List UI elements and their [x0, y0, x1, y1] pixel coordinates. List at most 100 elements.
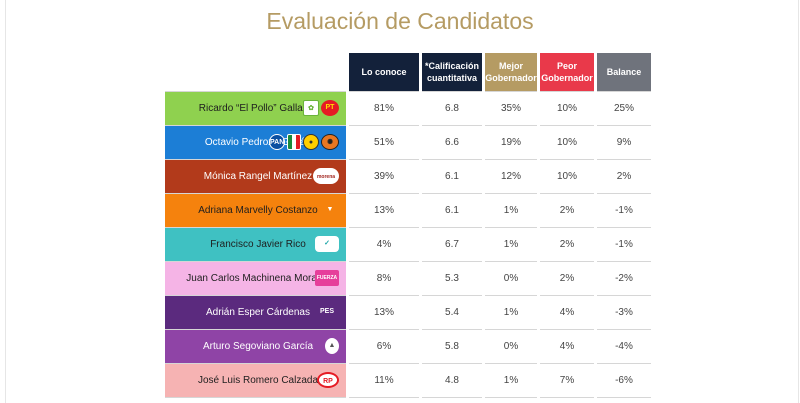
balance-value: 9%	[597, 126, 651, 160]
pri-logo-icon	[287, 134, 301, 150]
candidate-name-cell: Francisco Javier Rico ✓	[165, 228, 346, 262]
calificacion-value: 6.7	[422, 228, 482, 262]
table-row: Ricardo “El Pollo” Gallardo ✿ PT 81% 6.8 35% 1…	[165, 91, 651, 126]
mc-logo-icon: ▼	[326, 206, 334, 213]
candidate-name-cell: Arturo Segoviano García ▲	[165, 330, 346, 364]
mejor-gobernador-value: 1%	[485, 228, 537, 262]
calificacion-value: 5.8	[422, 330, 482, 364]
candidate-name-cell: José Luis Romero Calzada RP	[165, 364, 346, 398]
mejor-gobernador-value: 1%	[485, 194, 537, 228]
party-logos: ✿ PT	[303, 99, 339, 117]
mejor-gobernador-value: 0%	[485, 330, 537, 364]
party-logos: PAN ● ✺	[269, 133, 339, 151]
table-header-row: Lo conoce *Calificación cuantitativa Mej…	[165, 53, 651, 91]
calificacion-value: 6.1	[422, 194, 482, 228]
header-lo-conoce: Lo conoce	[349, 53, 419, 91]
candidates-table: Lo conoce *Calificación cuantitativa Mej…	[162, 53, 654, 398]
balance-value: -2%	[597, 262, 651, 296]
candidate-name: Francisco Javier Rico	[210, 239, 306, 250]
lo-conoce-value: 13%	[349, 194, 419, 228]
peor-gobernador-value: 7%	[540, 364, 594, 398]
table-row: Adriana Marvelly Costanzo ▼ 13% 6.1 1% 2% -1%	[165, 194, 651, 228]
mejor-gobernador-value: 12%	[485, 160, 537, 194]
rsp-logo-icon: RP	[317, 372, 339, 388]
candidate-name-cell: Ricardo “El Pollo” Gallardo ✿ PT	[165, 91, 346, 126]
peor-gobernador-value: 2%	[540, 262, 594, 296]
party-logos: FUERZA	[315, 269, 339, 287]
lo-conoce-value: 39%	[349, 160, 419, 194]
balance-value: 25%	[597, 91, 651, 126]
table-body: Ricardo “El Pollo” Gallardo ✿ PT 81% 6.8 35% 1…	[165, 91, 651, 398]
mejor-gobernador-value: 35%	[485, 91, 537, 126]
lo-conoce-value: 11%	[349, 364, 419, 398]
candidate-name: José Luis Romero Calzada	[197, 375, 319, 386]
peor-gobernador-value: 4%	[540, 330, 594, 364]
candidate-name: Mónica Rangel Martínez	[203, 171, 313, 182]
lo-conoce-value: 13%	[349, 296, 419, 330]
chart-title: Evaluación de Candidatos	[266, 8, 534, 34]
candidate-name: Ricardo “El Pollo” Gallardo	[198, 103, 318, 114]
party-logos: ▼	[321, 201, 339, 219]
green-party-logo-icon: ✿	[303, 100, 319, 116]
balance-value: -6%	[597, 364, 651, 398]
table-row: Octavio Pedroza Gaitán PAN ● ✺ 51% 6.6 19% 10% 9…	[165, 126, 651, 160]
candidate-name: Juan Carlos Machinena Morales	[186, 273, 330, 284]
peor-gobernador-value: 10%	[540, 91, 594, 126]
calificacion-value: 6.1	[422, 160, 482, 194]
party-logos: ✓	[315, 235, 339, 253]
header-empty-cell	[165, 53, 346, 91]
header-peor-gobernador: Peor Gobernador	[540, 53, 594, 91]
peor-gobernador-value: 10%	[540, 160, 594, 194]
balance-value: -1%	[597, 194, 651, 228]
nueva-alianza-logo-icon: ✓	[315, 236, 339, 252]
peor-gobernador-value: 2%	[540, 194, 594, 228]
candidate-name: Arturo Segoviano García	[202, 341, 314, 352]
balance-value: -1%	[597, 228, 651, 262]
lo-conoce-value: 4%	[349, 228, 419, 262]
table-row: Mónica Rangel Martínez morena 39% 6.1 12% 10%…	[165, 160, 651, 194]
calificacion-value: 6.6	[422, 126, 482, 160]
prd-logo-icon: ●	[303, 134, 319, 150]
table-row: Arturo Segoviano García ▲ 6% 5.8 0% 4% -4%	[165, 330, 651, 364]
header-calificacion: *Calificación cuantitativa	[422, 53, 482, 91]
party-logos: PES	[315, 303, 339, 321]
pan-logo-icon: PAN	[269, 134, 285, 150]
local-party-logo-icon: ✺	[321, 134, 339, 150]
table-row: Adrián Esper Cárdenas PES 13% 5.4 1% 4% -3%	[165, 296, 651, 330]
lo-conoce-value: 6%	[349, 330, 419, 364]
mejor-gobernador-value: 1%	[485, 296, 537, 330]
peor-gobernador-value: 10%	[540, 126, 594, 160]
lo-conoce-value: 81%	[349, 91, 419, 126]
header-balance: Balance	[597, 53, 651, 91]
calificacion-value: 5.3	[422, 262, 482, 296]
mejor-gobernador-value: 19%	[485, 126, 537, 160]
table-row: Juan Carlos Machinena Morales FUERZA 8% 5.3…	[165, 262, 651, 296]
candidate-name-cell: Juan Carlos Machinena Morales FUERZA	[165, 262, 346, 296]
candidate-name-cell: Adriana Marvelly Costanzo ▼	[165, 194, 346, 228]
pes-logo-icon: PES	[319, 308, 334, 315]
candidate-name: Adrián Esper Cárdenas	[206, 307, 310, 318]
pt-logo-icon: PT	[321, 100, 339, 116]
party-logos: ▲	[325, 337, 339, 355]
candidate-name-cell: Adrián Esper Cárdenas PES	[165, 296, 346, 330]
lo-conoce-value: 8%	[349, 262, 419, 296]
balance-value: -4%	[597, 330, 651, 364]
calificacion-value: 5.4	[422, 296, 482, 330]
mejor-gobernador-value: 1%	[485, 364, 537, 398]
table-row: José Luis Romero Calzada RP 11% 4.8 1% 7% -6%	[165, 364, 651, 398]
independent-logo-icon: ▲	[325, 338, 339, 354]
balance-value: -3%	[597, 296, 651, 330]
mejor-gobernador-value: 0%	[485, 262, 537, 296]
peor-gobernador-value: 4%	[540, 296, 594, 330]
candidate-name-cell: Mónica Rangel Martínez morena	[165, 160, 346, 194]
party-logos: RP	[317, 371, 339, 389]
calificacion-value: 6.8	[422, 91, 482, 126]
fuerza-mexico-logo-icon: FUERZA	[315, 270, 339, 286]
header-mejor-gobernador: Mejor Gobernador	[485, 53, 537, 91]
lo-conoce-value: 51%	[349, 126, 419, 160]
candidate-name-cell: Octavio Pedroza Gaitán PAN ● ✺	[165, 126, 346, 160]
party-logos: morena	[313, 167, 339, 185]
calificacion-value: 4.8	[422, 364, 482, 398]
balance-value: 2%	[597, 160, 651, 194]
candidate-name: Octavio Pedroza Gaitán	[204, 137, 312, 148]
